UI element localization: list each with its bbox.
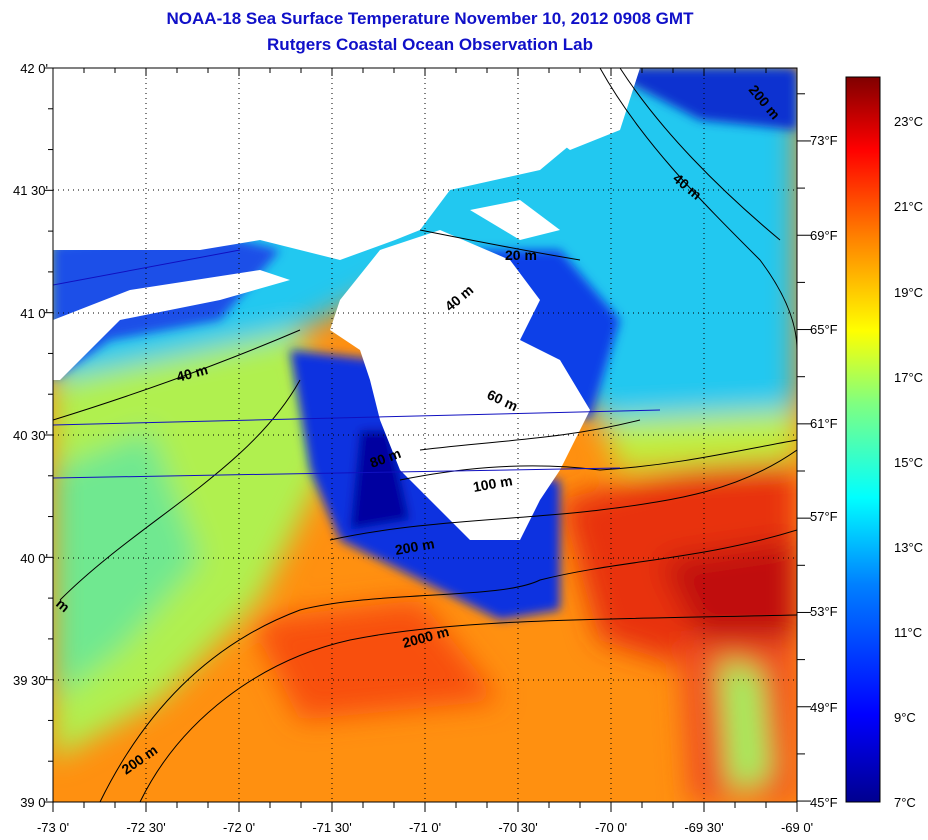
svg-text:40 30': 40 30' bbox=[13, 428, 48, 443]
svg-text:40 m: 40 m bbox=[175, 361, 210, 385]
svg-text:-71 0': -71 0' bbox=[409, 820, 441, 835]
svg-text:65°F: 65°F bbox=[810, 322, 838, 337]
svg-text:-72 30': -72 30' bbox=[126, 820, 165, 835]
svg-text:21°C: 21°C bbox=[894, 199, 923, 214]
fahrenheit-axis: 73°F 69°F 65°F 61°F 57°F 53°F 49°F 45°F bbox=[810, 133, 838, 810]
svg-text:11°C: 11°C bbox=[894, 625, 922, 640]
svg-text:200 m: 200 m bbox=[394, 535, 436, 558]
lon-axis: -73 0' -72 30' -72 0' -71 30' -71 0' -70… bbox=[37, 820, 813, 835]
svg-text:42 0': 42 0' bbox=[20, 61, 48, 76]
svg-text:23°C: 23°C bbox=[894, 114, 923, 129]
svg-text:20 m: 20 m bbox=[505, 247, 537, 263]
bathymetry-contours bbox=[53, 68, 797, 802]
svg-text:19°C: 19°C bbox=[894, 285, 923, 300]
sst-field: 200 m 40 m 20 m 40 m 40 m 60 m 80 m 100 … bbox=[53, 68, 797, 802]
svg-text:40 0': 40 0' bbox=[20, 551, 48, 566]
svg-text:13°C: 13°C bbox=[894, 540, 923, 555]
svg-text:-71 30': -71 30' bbox=[312, 820, 351, 835]
svg-text:-69 0': -69 0' bbox=[781, 820, 813, 835]
svg-text:69°F: 69°F bbox=[810, 228, 838, 243]
svg-text:53°F: 53°F bbox=[810, 604, 838, 619]
svg-text:73°F: 73°F bbox=[810, 133, 838, 148]
svg-text:-72 0': -72 0' bbox=[223, 820, 255, 835]
chart-subtitle: Rutgers Coastal Ocean Observation Lab bbox=[267, 35, 593, 54]
svg-text:17°C: 17°C bbox=[894, 370, 923, 385]
svg-text:-69 30': -69 30' bbox=[684, 820, 723, 835]
svg-text:-70 30': -70 30' bbox=[498, 820, 537, 835]
svg-text:41 30': 41 30' bbox=[13, 183, 48, 198]
chart-title: NOAA-18 Sea Surface Temperature November… bbox=[166, 9, 694, 28]
svg-text:45°F: 45°F bbox=[810, 795, 838, 810]
svg-text:7°C: 7°C bbox=[894, 795, 916, 810]
svg-text:100 m: 100 m bbox=[472, 472, 514, 495]
svg-text:-70 0': -70 0' bbox=[595, 820, 627, 835]
transect-lines bbox=[53, 249, 661, 479]
colorbar-gradient bbox=[845, 76, 881, 803]
lat-axis: 42 0' 41 30' 41 0' 40 30' 40 0' 39 30' 3… bbox=[13, 61, 48, 810]
svg-text:61°F: 61°F bbox=[810, 416, 838, 431]
colorbar: 23°C 21°C 19°C 17°C 15°C 13°C 11°C 9°C 7… bbox=[845, 76, 923, 810]
svg-text:49°F: 49°F bbox=[810, 700, 838, 715]
axis-ticks bbox=[45, 67, 811, 812]
svg-text:15°C: 15°C bbox=[894, 455, 923, 470]
svg-text:9°C: 9°C bbox=[894, 710, 916, 725]
svg-text:39 30': 39 30' bbox=[13, 673, 48, 688]
svg-text:-73 0': -73 0' bbox=[37, 820, 69, 835]
gridlines bbox=[53, 68, 797, 802]
svg-text:39 0': 39 0' bbox=[20, 795, 48, 810]
svg-text:57°F: 57°F bbox=[810, 509, 838, 524]
svg-text:41 0': 41 0' bbox=[20, 306, 48, 321]
